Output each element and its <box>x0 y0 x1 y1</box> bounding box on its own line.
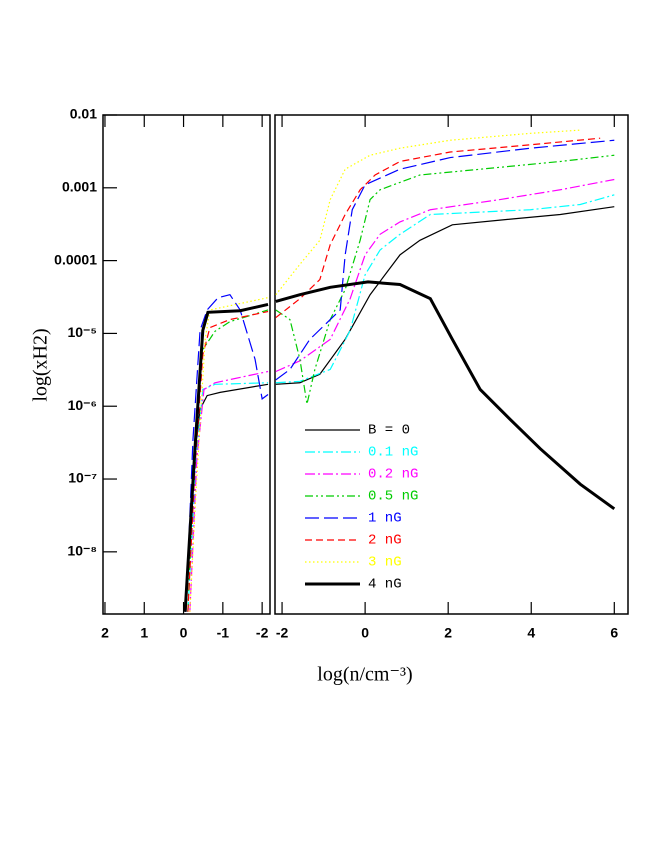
x-tick-label: -1 <box>217 625 230 641</box>
y-tick-label: 0.0001 <box>54 251 97 267</box>
y-tick-label: 0.001 <box>62 179 97 195</box>
x-tick-label: 6 <box>610 625 618 641</box>
x-tick-label: 1 <box>140 625 148 641</box>
legend-label: B = 0 <box>368 423 410 439</box>
series-line <box>275 280 616 511</box>
series-line <box>275 139 615 381</box>
series-line <box>275 178 615 373</box>
y-tick-label: 10⁻⁵ <box>67 324 97 340</box>
y-tick-label: 10⁻⁸ <box>67 543 97 559</box>
legend-label: 1 nG <box>368 511 402 527</box>
x-tick-label: 4 <box>527 625 535 641</box>
series-line <box>275 137 601 319</box>
x-tick-label: 0 <box>180 625 188 641</box>
x-tick-label: 0 <box>361 625 369 641</box>
y-tick-label: 10⁻⁷ <box>68 470 97 486</box>
legend-label: 3 nG <box>368 555 402 571</box>
y-tick-label: 10⁻⁶ <box>68 397 97 413</box>
y-tick-label: 0.01 <box>70 106 97 122</box>
y-axis-label: log(xH2) <box>30 328 52 401</box>
legend-label: 0.2 nG <box>368 467 418 483</box>
x-tick-label: 2 <box>101 625 109 641</box>
x-tick-label: -2 <box>256 625 269 641</box>
series-line <box>183 302 269 612</box>
series-line <box>275 129 581 296</box>
legend-label: 2 nG <box>368 533 402 549</box>
legend-label: 0.5 nG <box>368 489 418 505</box>
legend-label: 0.1 nG <box>368 445 418 461</box>
series-line <box>189 297 269 612</box>
series-line <box>185 294 269 612</box>
series-line <box>189 370 269 612</box>
x-tick-label: 2 <box>444 625 452 641</box>
legend-label: 4 nG <box>368 577 402 593</box>
series-line <box>187 310 269 612</box>
series-line <box>275 154 615 405</box>
x-tick-label: -2 <box>276 625 289 641</box>
plot-frame <box>274 114 629 615</box>
series-line <box>187 382 269 612</box>
x-axis-label: log(n/cm⁻³) <box>317 664 412 686</box>
plot-frame <box>102 114 271 615</box>
series-line <box>275 194 615 384</box>
